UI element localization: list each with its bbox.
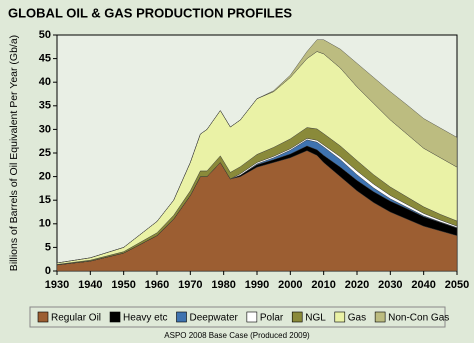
legend-swatch [37, 311, 49, 323]
legend-label: Regular Oil [51, 313, 101, 324]
legend-swatch [291, 311, 303, 323]
legend-swatch [334, 311, 346, 323]
x-tick-label: 1940 [78, 279, 102, 291]
legend-label: NGL [305, 313, 326, 324]
legend-label: Gas [348, 313, 366, 324]
x-tick-label: 2050 [445, 279, 469, 291]
y-tick-label: 10 [39, 218, 51, 230]
legend-swatch [246, 311, 258, 323]
x-tick-label: 1990 [245, 279, 269, 291]
caption: ASPO 2008 Base Case (Produced 2009) [164, 331, 310, 340]
x-tick-label: 1970 [178, 279, 202, 291]
y-tick-label: 0 [45, 265, 51, 277]
chart-title: GLOBAL OIL & GAS PRODUCTION PROFILES [8, 5, 292, 20]
y-tick-label: 35 [39, 100, 51, 112]
y-tick-label: 25 [39, 147, 51, 159]
legend-label: Non-Con Gas [388, 313, 449, 324]
legend-label: Heavy etc [123, 313, 167, 324]
x-tick-label: 1930 [45, 279, 69, 291]
x-tick-label: 1950 [111, 279, 135, 291]
y-tick-label: 5 [45, 241, 51, 253]
y-tick-label: 50 [39, 29, 51, 41]
x-tick-label: 1980 [211, 279, 235, 291]
x-tick-label: 2000 [278, 279, 302, 291]
area [56, 39, 458, 264]
y-axis-label: Billions of Barrels of Oil Equivalent Pe… [8, 35, 20, 271]
y-tick-label: 20 [39, 171, 51, 183]
legend-label: Deepwater [190, 313, 239, 324]
legend-label: Polar [260, 313, 284, 324]
legend-swatch [374, 311, 386, 323]
legend-swatch [176, 311, 187, 323]
x-tick-label: 2040 [411, 279, 435, 291]
legend-swatch [109, 311, 121, 323]
x-tick-label: 1960 [145, 279, 169, 291]
x-tick-label: 2020 [345, 279, 369, 291]
y-tick-label: 15 [39, 194, 51, 206]
x-tick-label: 2030 [378, 279, 402, 291]
x-tick-label: 2010 [311, 279, 335, 291]
y-tick-label: 30 [39, 123, 51, 135]
y-tick-label: 40 [39, 76, 51, 88]
y-tick-label: 45 [39, 53, 51, 65]
